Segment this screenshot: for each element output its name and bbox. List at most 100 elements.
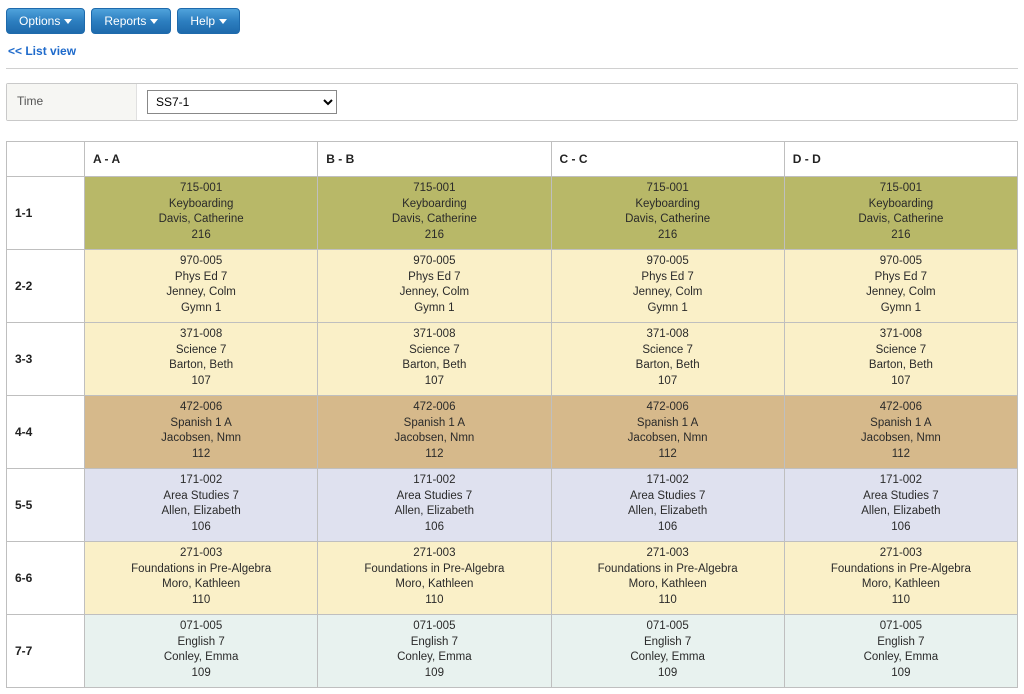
list-view-link[interactable]: << List view xyxy=(8,44,76,58)
cell-teacher: Moro, Kathleen xyxy=(89,577,313,593)
cell-room: Gymn 1 xyxy=(89,301,313,317)
cell-teacher: Jenney, Colm xyxy=(322,285,546,301)
reports-menu-button[interactable]: Reports xyxy=(91,8,171,34)
cell-teacher: Jenney, Colm xyxy=(89,285,313,301)
cell-room: 106 xyxy=(789,520,1013,536)
schedule-cell[interactable]: 071-005English 7Conley, Emma109 xyxy=(318,615,551,688)
cell-course-name: Phys Ed 7 xyxy=(556,270,780,286)
schedule-cell[interactable]: 371-008Science 7Barton, Beth107 xyxy=(85,323,318,396)
row-header: 4-4 xyxy=(7,396,85,469)
schedule-cell[interactable]: 970-005Phys Ed 7Jenney, ColmGymn 1 xyxy=(318,250,551,323)
cell-teacher: Moro, Kathleen xyxy=(556,577,780,593)
schedule-cell[interactable]: 271-003Foundations in Pre-AlgebraMoro, K… xyxy=(551,542,784,615)
filter-time-label: Time xyxy=(7,84,137,120)
schedule-cell[interactable]: 715-001KeyboardingDavis, Catherine216 xyxy=(784,177,1017,250)
schedule-cell[interactable]: 171-002Area Studies 7Allen, Elizabeth106 xyxy=(551,469,784,542)
cell-room: 112 xyxy=(89,447,313,463)
schedule-cell[interactable]: 271-003Foundations in Pre-AlgebraMoro, K… xyxy=(784,542,1017,615)
cell-room: 109 xyxy=(556,666,780,682)
schedule-cell[interactable]: 472-006Spanish 1 AJacobsen, Nmn112 xyxy=(85,396,318,469)
cell-course-code: 715-001 xyxy=(556,181,780,197)
cell-course-name: Foundations in Pre-Algebra xyxy=(556,562,780,578)
cell-course-name: Area Studies 7 xyxy=(556,489,780,505)
schedule-cell[interactable]: 371-008Science 7Barton, Beth107 xyxy=(784,323,1017,396)
cell-course-code: 371-008 xyxy=(322,327,546,343)
schedule-cell[interactable]: 171-002Area Studies 7Allen, Elizabeth106 xyxy=(85,469,318,542)
cell-course-name: Area Studies 7 xyxy=(89,489,313,505)
cell-course-code: 171-002 xyxy=(322,473,546,489)
cell-course-code: 071-005 xyxy=(789,619,1013,635)
cell-room: 112 xyxy=(789,447,1013,463)
table-row: 3-3371-008Science 7Barton, Beth107371-00… xyxy=(7,323,1018,396)
schedule-cell[interactable]: 472-006Spanish 1 AJacobsen, Nmn112 xyxy=(318,396,551,469)
filter-control-wrap: SS7-1 xyxy=(137,84,1017,120)
col-header-d: D - D xyxy=(784,142,1017,177)
schedule-cell[interactable]: 715-001KeyboardingDavis, Catherine216 xyxy=(551,177,784,250)
cell-course-name: English 7 xyxy=(556,635,780,651)
table-row: 5-5171-002Area Studies 7Allen, Elizabeth… xyxy=(7,469,1018,542)
schedule-cell[interactable]: 715-001KeyboardingDavis, Catherine216 xyxy=(85,177,318,250)
schedule-cell[interactable]: 071-005English 7Conley, Emma109 xyxy=(551,615,784,688)
schedule-cell[interactable]: 071-005English 7Conley, Emma109 xyxy=(784,615,1017,688)
cell-course-name: Foundations in Pre-Algebra xyxy=(89,562,313,578)
filter-bar: Time SS7-1 xyxy=(6,83,1018,121)
cell-room: 110 xyxy=(89,593,313,609)
corner-header xyxy=(7,142,85,177)
cell-room: Gymn 1 xyxy=(556,301,780,317)
schedule-cell[interactable]: 371-008Science 7Barton, Beth107 xyxy=(551,323,784,396)
schedule-cell[interactable]: 271-003Foundations in Pre-AlgebraMoro, K… xyxy=(85,542,318,615)
cell-course-name: Phys Ed 7 xyxy=(322,270,546,286)
cell-course-name: Keyboarding xyxy=(556,197,780,213)
help-menu-button[interactable]: Help xyxy=(177,8,240,34)
cell-course-name: Phys Ed 7 xyxy=(789,270,1013,286)
cell-room: 107 xyxy=(322,374,546,390)
cell-teacher: Allen, Elizabeth xyxy=(89,504,313,520)
schedule-cell[interactable]: 970-005Phys Ed 7Jenney, ColmGymn 1 xyxy=(85,250,318,323)
schedule-cell[interactable]: 472-006Spanish 1 AJacobsen, Nmn112 xyxy=(784,396,1017,469)
cell-teacher: Barton, Beth xyxy=(322,358,546,374)
cell-course-name: Area Studies 7 xyxy=(322,489,546,505)
cell-course-name: Keyboarding xyxy=(789,197,1013,213)
schedule-table: A - A B - B C - C D - D 1-1715-001Keyboa… xyxy=(6,141,1018,688)
schedule-cell[interactable]: 171-002Area Studies 7Allen, Elizabeth106 xyxy=(784,469,1017,542)
schedule-cell[interactable]: 271-003Foundations in Pre-AlgebraMoro, K… xyxy=(318,542,551,615)
cell-room: 110 xyxy=(789,593,1013,609)
time-select[interactable]: SS7-1 xyxy=(147,90,337,114)
cell-course-code: 371-008 xyxy=(789,327,1013,343)
cell-course-name: Phys Ed 7 xyxy=(89,270,313,286)
schedule-cell[interactable]: 171-002Area Studies 7Allen, Elizabeth106 xyxy=(318,469,551,542)
cell-teacher: Conley, Emma xyxy=(789,650,1013,666)
cell-course-name: English 7 xyxy=(322,635,546,651)
caret-down-icon xyxy=(219,19,227,24)
cell-teacher: Conley, Emma xyxy=(322,650,546,666)
cell-teacher: Davis, Catherine xyxy=(89,212,313,228)
cell-teacher: Davis, Catherine xyxy=(789,212,1013,228)
row-header: 2-2 xyxy=(7,250,85,323)
schedule-cell[interactable]: 970-005Phys Ed 7Jenney, ColmGymn 1 xyxy=(551,250,784,323)
schedule-cell[interactable]: 970-005Phys Ed 7Jenney, ColmGymn 1 xyxy=(784,250,1017,323)
schedule-cell[interactable]: 371-008Science 7Barton, Beth107 xyxy=(318,323,551,396)
options-menu-button[interactable]: Options xyxy=(6,8,85,34)
table-row: 4-4472-006Spanish 1 AJacobsen, Nmn112472… xyxy=(7,396,1018,469)
row-header: 6-6 xyxy=(7,542,85,615)
cell-course-code: 472-006 xyxy=(322,400,546,416)
cell-course-code: 071-005 xyxy=(89,619,313,635)
cell-room: 107 xyxy=(556,374,780,390)
schedule-cell[interactable]: 472-006Spanish 1 AJacobsen, Nmn112 xyxy=(551,396,784,469)
cell-room: 112 xyxy=(556,447,780,463)
cell-teacher: Jacobsen, Nmn xyxy=(556,431,780,447)
cell-teacher: Davis, Catherine xyxy=(322,212,546,228)
cell-room: 216 xyxy=(789,228,1013,244)
cell-course-name: Foundations in Pre-Algebra xyxy=(322,562,546,578)
cell-course-code: 715-001 xyxy=(89,181,313,197)
cell-course-code: 071-005 xyxy=(322,619,546,635)
schedule-cell[interactable]: 071-005English 7Conley, Emma109 xyxy=(85,615,318,688)
cell-teacher: Moro, Kathleen xyxy=(322,577,546,593)
divider xyxy=(6,68,1018,69)
schedule-cell[interactable]: 715-001KeyboardingDavis, Catherine216 xyxy=(318,177,551,250)
top-toolbar: Options Reports Help xyxy=(6,6,1018,42)
cell-course-code: 171-002 xyxy=(789,473,1013,489)
cell-course-code: 472-006 xyxy=(789,400,1013,416)
reports-menu-label: Reports xyxy=(104,14,146,28)
cell-course-code: 472-006 xyxy=(89,400,313,416)
